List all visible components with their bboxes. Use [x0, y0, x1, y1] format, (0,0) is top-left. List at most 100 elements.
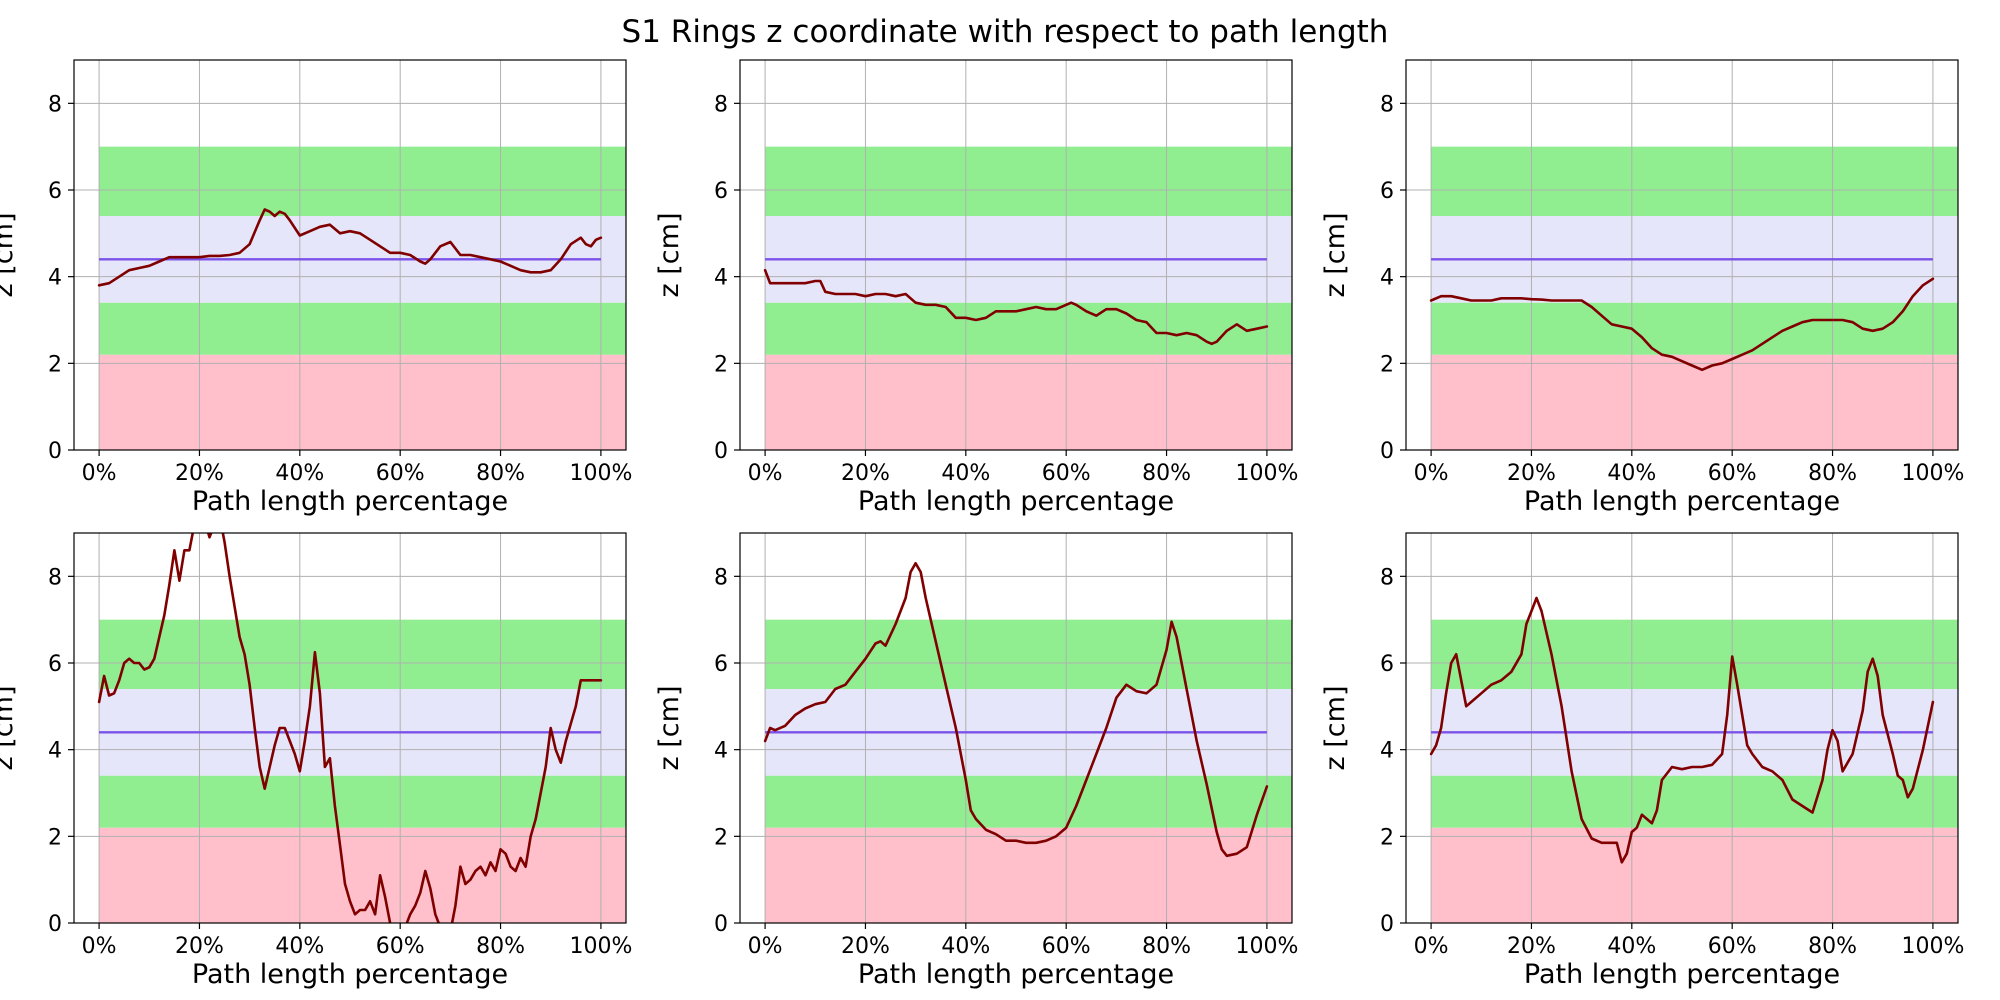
axes-frame	[73, 532, 627, 924]
y-tick-label: 0	[714, 912, 728, 937]
y-tick-label: 0	[48, 439, 62, 464]
y-tick-label: 2	[48, 825, 62, 850]
axes-frame	[1405, 532, 1959, 924]
x-tick-label: 20%	[841, 461, 890, 486]
x-axis-label: Path length percentage	[1524, 486, 1840, 517]
y-tick-label: 6	[714, 179, 728, 204]
y-axis-label: z [cm]	[0, 686, 19, 771]
y-tick-label: 2	[48, 352, 62, 377]
x-tick-label: 100%	[569, 461, 632, 486]
subplot-1: 0% 20% 40% 60% 80% 100% 0 2 4 6 8 Path length perce…	[0, 59, 632, 517]
plot-area	[74, 60, 626, 450]
zone-band-green_zone	[1431, 146, 1958, 216]
y-axis-label: z [cm]	[1320, 686, 1351, 771]
axes-frame	[1405, 59, 1959, 451]
y-tick-label: 8	[714, 565, 728, 590]
y-tick-label: 4	[714, 739, 728, 764]
x-tick-label: 0%	[748, 934, 783, 959]
x-tick-label: 100%	[1901, 934, 1964, 959]
x-tick-label: 60%	[376, 461, 425, 486]
x-tick-label: 80%	[476, 461, 525, 486]
zone-band-green_zone	[765, 302, 1292, 355]
axes-frame	[73, 59, 627, 451]
zone-band-green_zone	[99, 775, 626, 828]
x-tick-label: 80%	[476, 934, 525, 959]
x-axis-label: Path length percentage	[192, 486, 508, 517]
x-tick-label: 20%	[1507, 461, 1556, 486]
plot-area	[740, 60, 1292, 450]
y-tick-label: 2	[1380, 352, 1394, 377]
y-tick-label: 2	[714, 825, 728, 850]
x-tick-label: 80%	[1808, 461, 1857, 486]
x-tick-label: 60%	[1708, 461, 1757, 486]
zone-band-green_zone	[1431, 775, 1958, 828]
x-tick-label: 20%	[175, 461, 224, 486]
zone-band-red_zone	[99, 354, 626, 450]
x-tick-label: 20%	[175, 934, 224, 959]
y-tick-label: 2	[714, 352, 728, 377]
x-tick-label: 80%	[1808, 934, 1857, 959]
axes-frame	[739, 59, 1293, 451]
x-tick-label: 40%	[941, 934, 990, 959]
zone-band-green_zone	[99, 619, 626, 689]
x-axis-label: Path length percentage	[858, 486, 1174, 517]
x-tick-label: 40%	[1607, 934, 1656, 959]
zone-band-red_zone	[1431, 354, 1958, 450]
x-tick-label: 0%	[1414, 461, 1449, 486]
subplot-2: 0% 20% 40% 60% 80% 100% 0 2 4 6 8 Path length perce…	[654, 59, 1298, 517]
y-axis-label: z [cm]	[0, 213, 19, 298]
y-tick-label: 0	[714, 439, 728, 464]
x-tick-label: 0%	[748, 461, 783, 486]
x-axis-label: Path length percentage	[1524, 959, 1840, 990]
x-axis-label: Path length percentage	[858, 959, 1174, 990]
plot-area	[1406, 60, 1958, 450]
subplot-4: 0% 20% 40% 60% 80% 100% 0 2 4 6 8 Path length perce…	[0, 532, 632, 990]
subplot-5: 0% 20% 40% 60% 80% 100% 0 2 4 6 8 Path length perce…	[654, 532, 1298, 990]
x-tick-label: 100%	[1235, 461, 1298, 486]
subplot-3: 0% 20% 40% 60% 80% 100% 0 2 4 6 8 Path length perce…	[1320, 59, 1964, 517]
y-tick-label: 0	[1380, 439, 1394, 464]
y-tick-label: 6	[714, 652, 728, 677]
zone-band-green_zone	[99, 302, 626, 355]
x-tick-label: 80%	[1142, 461, 1191, 486]
x-tick-label: 100%	[1901, 461, 1964, 486]
y-tick-label: 8	[48, 92, 62, 117]
zone-band-red_zone	[765, 354, 1292, 450]
plot-area	[740, 533, 1292, 923]
plot-area	[1406, 533, 1958, 923]
x-tick-label: 40%	[1607, 461, 1656, 486]
y-tick-label: 6	[48, 652, 62, 677]
y-tick-label: 4	[714, 266, 728, 291]
y-tick-label: 8	[1380, 92, 1394, 117]
z-trace-line	[763, 268, 1269, 346]
axes-frame	[739, 532, 1293, 924]
z-trace-line	[1429, 277, 1935, 372]
y-tick-label: 0	[1380, 912, 1394, 937]
x-tick-label: 60%	[1708, 934, 1757, 959]
y-tick-label: 4	[48, 266, 62, 291]
y-tick-label: 8	[48, 565, 62, 590]
z-trace-line	[1429, 596, 1935, 864]
y-tick-label: 4	[1380, 739, 1394, 764]
zone-band-green_zone	[1431, 619, 1958, 689]
x-tick-label: 0%	[82, 461, 117, 486]
y-tick-label: 6	[1380, 179, 1394, 204]
x-tick-label: 100%	[569, 934, 632, 959]
x-tick-label: 60%	[1042, 934, 1091, 959]
zone-band-green_zone	[765, 146, 1292, 216]
zone-band-red_zone	[99, 827, 626, 923]
y-axis-label: z [cm]	[1320, 213, 1351, 298]
x-tick-label: 0%	[82, 934, 117, 959]
zone-band-red_zone	[1431, 827, 1958, 923]
z-trace-line	[763, 561, 1269, 858]
zone-band-green_zone	[1431, 302, 1958, 355]
x-tick-label: 40%	[275, 461, 324, 486]
x-tick-label: 100%	[1235, 934, 1298, 959]
figure-title: S1 Rings z coordinate with respect to pa…	[622, 14, 1389, 50]
y-tick-label: 8	[714, 92, 728, 117]
z-trace-line	[97, 533, 603, 923]
y-tick-label: 0	[48, 912, 62, 937]
y-tick-label: 4	[1380, 266, 1394, 291]
